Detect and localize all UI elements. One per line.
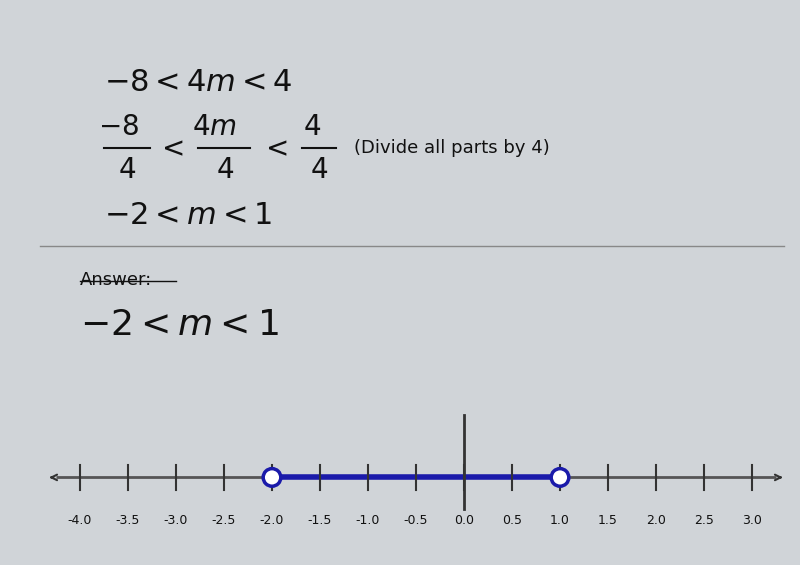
Text: $4m$: $4m$ bbox=[192, 113, 237, 141]
Text: -2.5: -2.5 bbox=[212, 514, 236, 527]
Text: $4$: $4$ bbox=[118, 155, 136, 184]
Text: $-8$: $-8$ bbox=[98, 113, 139, 141]
Text: $4$: $4$ bbox=[303, 113, 321, 141]
Text: -3.5: -3.5 bbox=[116, 514, 140, 527]
Text: 2.0: 2.0 bbox=[646, 514, 666, 527]
Text: $-2 < m < 1$: $-2 < m < 1$ bbox=[104, 201, 272, 229]
Text: -2.0: -2.0 bbox=[260, 514, 284, 527]
Text: -1.5: -1.5 bbox=[308, 514, 332, 527]
Text: $4$: $4$ bbox=[216, 155, 234, 184]
Text: $<$: $<$ bbox=[156, 134, 183, 162]
Ellipse shape bbox=[263, 468, 281, 486]
Text: 0.0: 0.0 bbox=[454, 514, 474, 527]
Text: 2.5: 2.5 bbox=[694, 514, 714, 527]
Ellipse shape bbox=[551, 468, 569, 486]
Text: 0.5: 0.5 bbox=[502, 514, 522, 527]
Text: -0.5: -0.5 bbox=[404, 514, 428, 527]
Text: $-2 < m < 1$: $-2 < m < 1$ bbox=[80, 308, 278, 342]
Text: -3.0: -3.0 bbox=[164, 514, 188, 527]
Text: $-8 < 4m < 4$: $-8 < 4m < 4$ bbox=[104, 68, 293, 97]
Text: -1.0: -1.0 bbox=[356, 514, 380, 527]
Text: $4$: $4$ bbox=[310, 155, 328, 184]
Text: 1.0: 1.0 bbox=[550, 514, 570, 527]
Text: $<$: $<$ bbox=[260, 134, 287, 162]
Text: (Divide all parts by 4): (Divide all parts by 4) bbox=[354, 139, 550, 157]
Text: 3.0: 3.0 bbox=[742, 514, 762, 527]
Text: Answer:: Answer: bbox=[80, 271, 152, 289]
Text: 1.5: 1.5 bbox=[598, 514, 618, 527]
Text: -4.0: -4.0 bbox=[68, 514, 92, 527]
